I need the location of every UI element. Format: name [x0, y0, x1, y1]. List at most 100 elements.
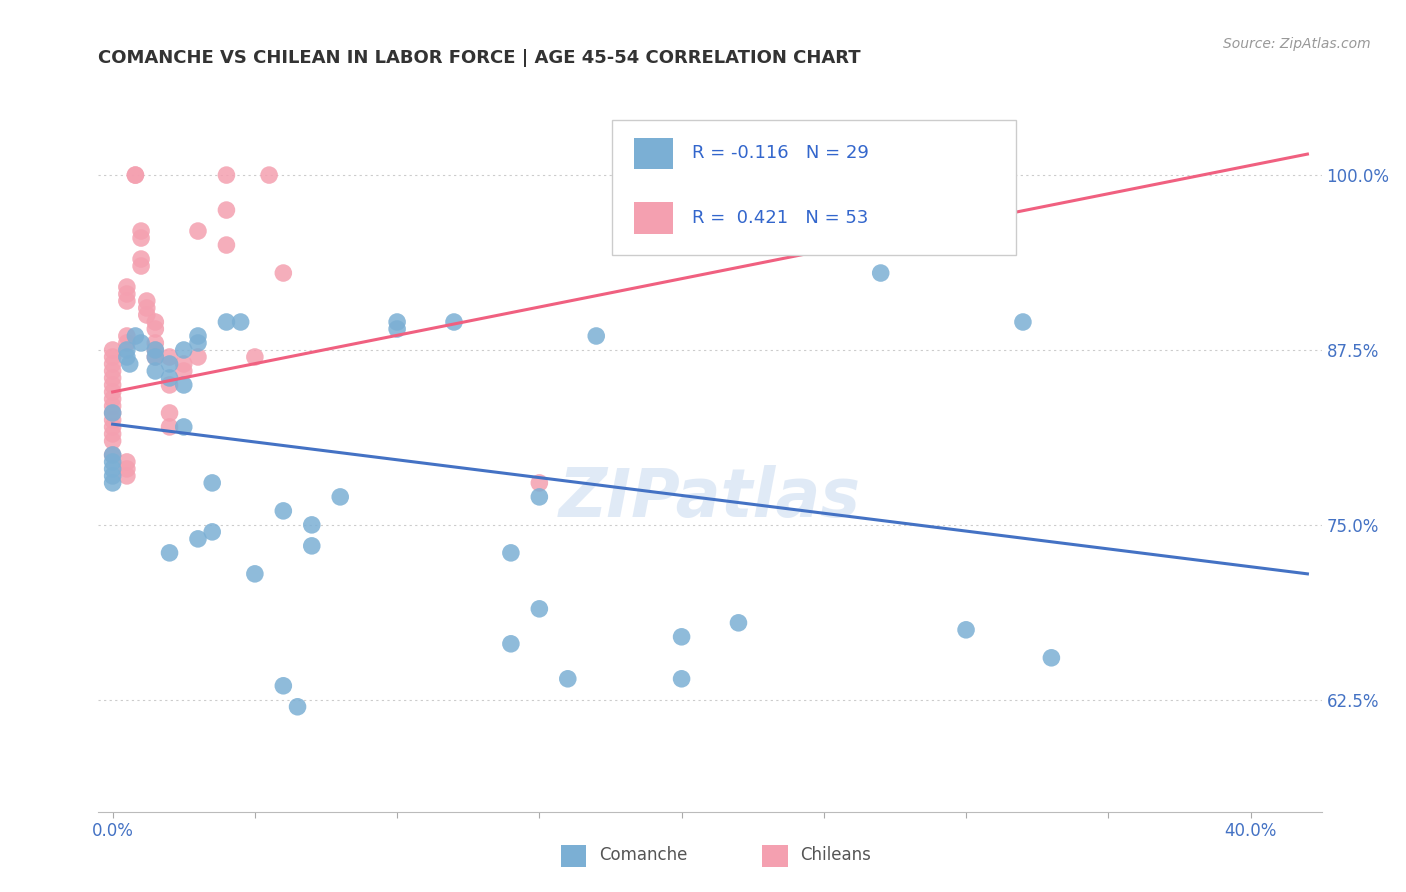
- Point: [101, 406, 124, 420]
- Point: [287, 699, 309, 714]
- Point: [187, 329, 209, 343]
- Point: [201, 475, 224, 490]
- Point: [499, 546, 522, 560]
- Point: [671, 672, 693, 686]
- Point: [124, 168, 146, 182]
- Point: [115, 469, 138, 483]
- Point: [159, 406, 181, 420]
- Point: [215, 238, 238, 252]
- Point: [115, 455, 138, 469]
- Point: [159, 350, 181, 364]
- Point: [143, 336, 166, 351]
- Point: [257, 168, 280, 182]
- Text: COMANCHE VS CHILEAN IN LABOR FORCE | AGE 45-54 CORRELATION CHART: COMANCHE VS CHILEAN IN LABOR FORCE | AGE…: [98, 49, 860, 67]
- Point: [385, 322, 408, 336]
- Point: [173, 357, 195, 371]
- Point: [243, 350, 266, 364]
- Text: ZIPatlas: ZIPatlas: [560, 465, 860, 531]
- Point: [143, 315, 166, 329]
- Point: [101, 384, 124, 399]
- Point: [143, 364, 166, 378]
- Point: [229, 315, 252, 329]
- Point: [187, 350, 209, 364]
- Point: [201, 524, 224, 539]
- Point: [135, 293, 157, 308]
- Point: [143, 322, 166, 336]
- Point: [187, 336, 209, 351]
- Point: [1012, 315, 1035, 329]
- Text: R =  0.421   N = 53: R = 0.421 N = 53: [692, 209, 868, 227]
- Point: [329, 490, 352, 504]
- Point: [101, 475, 124, 490]
- Point: [557, 672, 579, 686]
- Point: [115, 287, 138, 301]
- Point: [273, 266, 295, 280]
- Point: [115, 280, 138, 294]
- Point: [671, 630, 693, 644]
- Point: [124, 168, 146, 182]
- Point: [187, 532, 209, 546]
- Point: [101, 399, 124, 413]
- Point: [129, 259, 152, 273]
- Point: [115, 336, 138, 351]
- Point: [529, 602, 551, 616]
- Point: [101, 426, 124, 441]
- Point: [129, 231, 152, 245]
- Point: [143, 350, 166, 364]
- Point: [869, 266, 891, 280]
- Point: [143, 343, 166, 357]
- Point: [173, 420, 195, 434]
- Point: [101, 350, 124, 364]
- Text: Source: ZipAtlas.com: Source: ZipAtlas.com: [1223, 37, 1371, 52]
- Point: [129, 224, 152, 238]
- Point: [273, 504, 295, 518]
- Point: [159, 371, 181, 385]
- Point: [173, 343, 195, 357]
- Point: [101, 357, 124, 371]
- Point: [115, 329, 138, 343]
- Point: [215, 315, 238, 329]
- Text: Chileans: Chileans: [800, 847, 872, 864]
- Point: [101, 371, 124, 385]
- Point: [115, 350, 138, 364]
- Point: [529, 475, 551, 490]
- Point: [173, 364, 195, 378]
- Point: [143, 343, 166, 357]
- Point: [173, 378, 195, 392]
- Point: [101, 434, 124, 448]
- Point: [301, 517, 323, 532]
- Text: Comanche: Comanche: [599, 847, 688, 864]
- Point: [101, 343, 124, 357]
- Point: [955, 623, 977, 637]
- Point: [101, 448, 124, 462]
- Point: [101, 364, 124, 378]
- Point: [135, 308, 157, 322]
- Point: [101, 420, 124, 434]
- FancyBboxPatch shape: [612, 120, 1015, 255]
- Text: R = -0.116   N = 29: R = -0.116 N = 29: [692, 145, 869, 162]
- Point: [101, 455, 124, 469]
- FancyBboxPatch shape: [634, 137, 673, 169]
- Point: [727, 615, 749, 630]
- Point: [143, 350, 166, 364]
- Point: [215, 168, 238, 182]
- Point: [124, 329, 146, 343]
- Point: [118, 357, 141, 371]
- Point: [159, 420, 181, 434]
- Point: [301, 539, 323, 553]
- Point: [159, 546, 181, 560]
- Point: [585, 329, 607, 343]
- Point: [385, 315, 408, 329]
- Point: [101, 378, 124, 392]
- Point: [1040, 650, 1063, 665]
- Point: [101, 392, 124, 406]
- Point: [101, 469, 124, 483]
- Point: [443, 315, 465, 329]
- Point: [159, 357, 181, 371]
- FancyBboxPatch shape: [634, 202, 673, 234]
- Point: [215, 202, 238, 217]
- Point: [101, 462, 124, 476]
- Point: [135, 301, 157, 315]
- Point: [115, 343, 138, 357]
- Point: [129, 252, 152, 266]
